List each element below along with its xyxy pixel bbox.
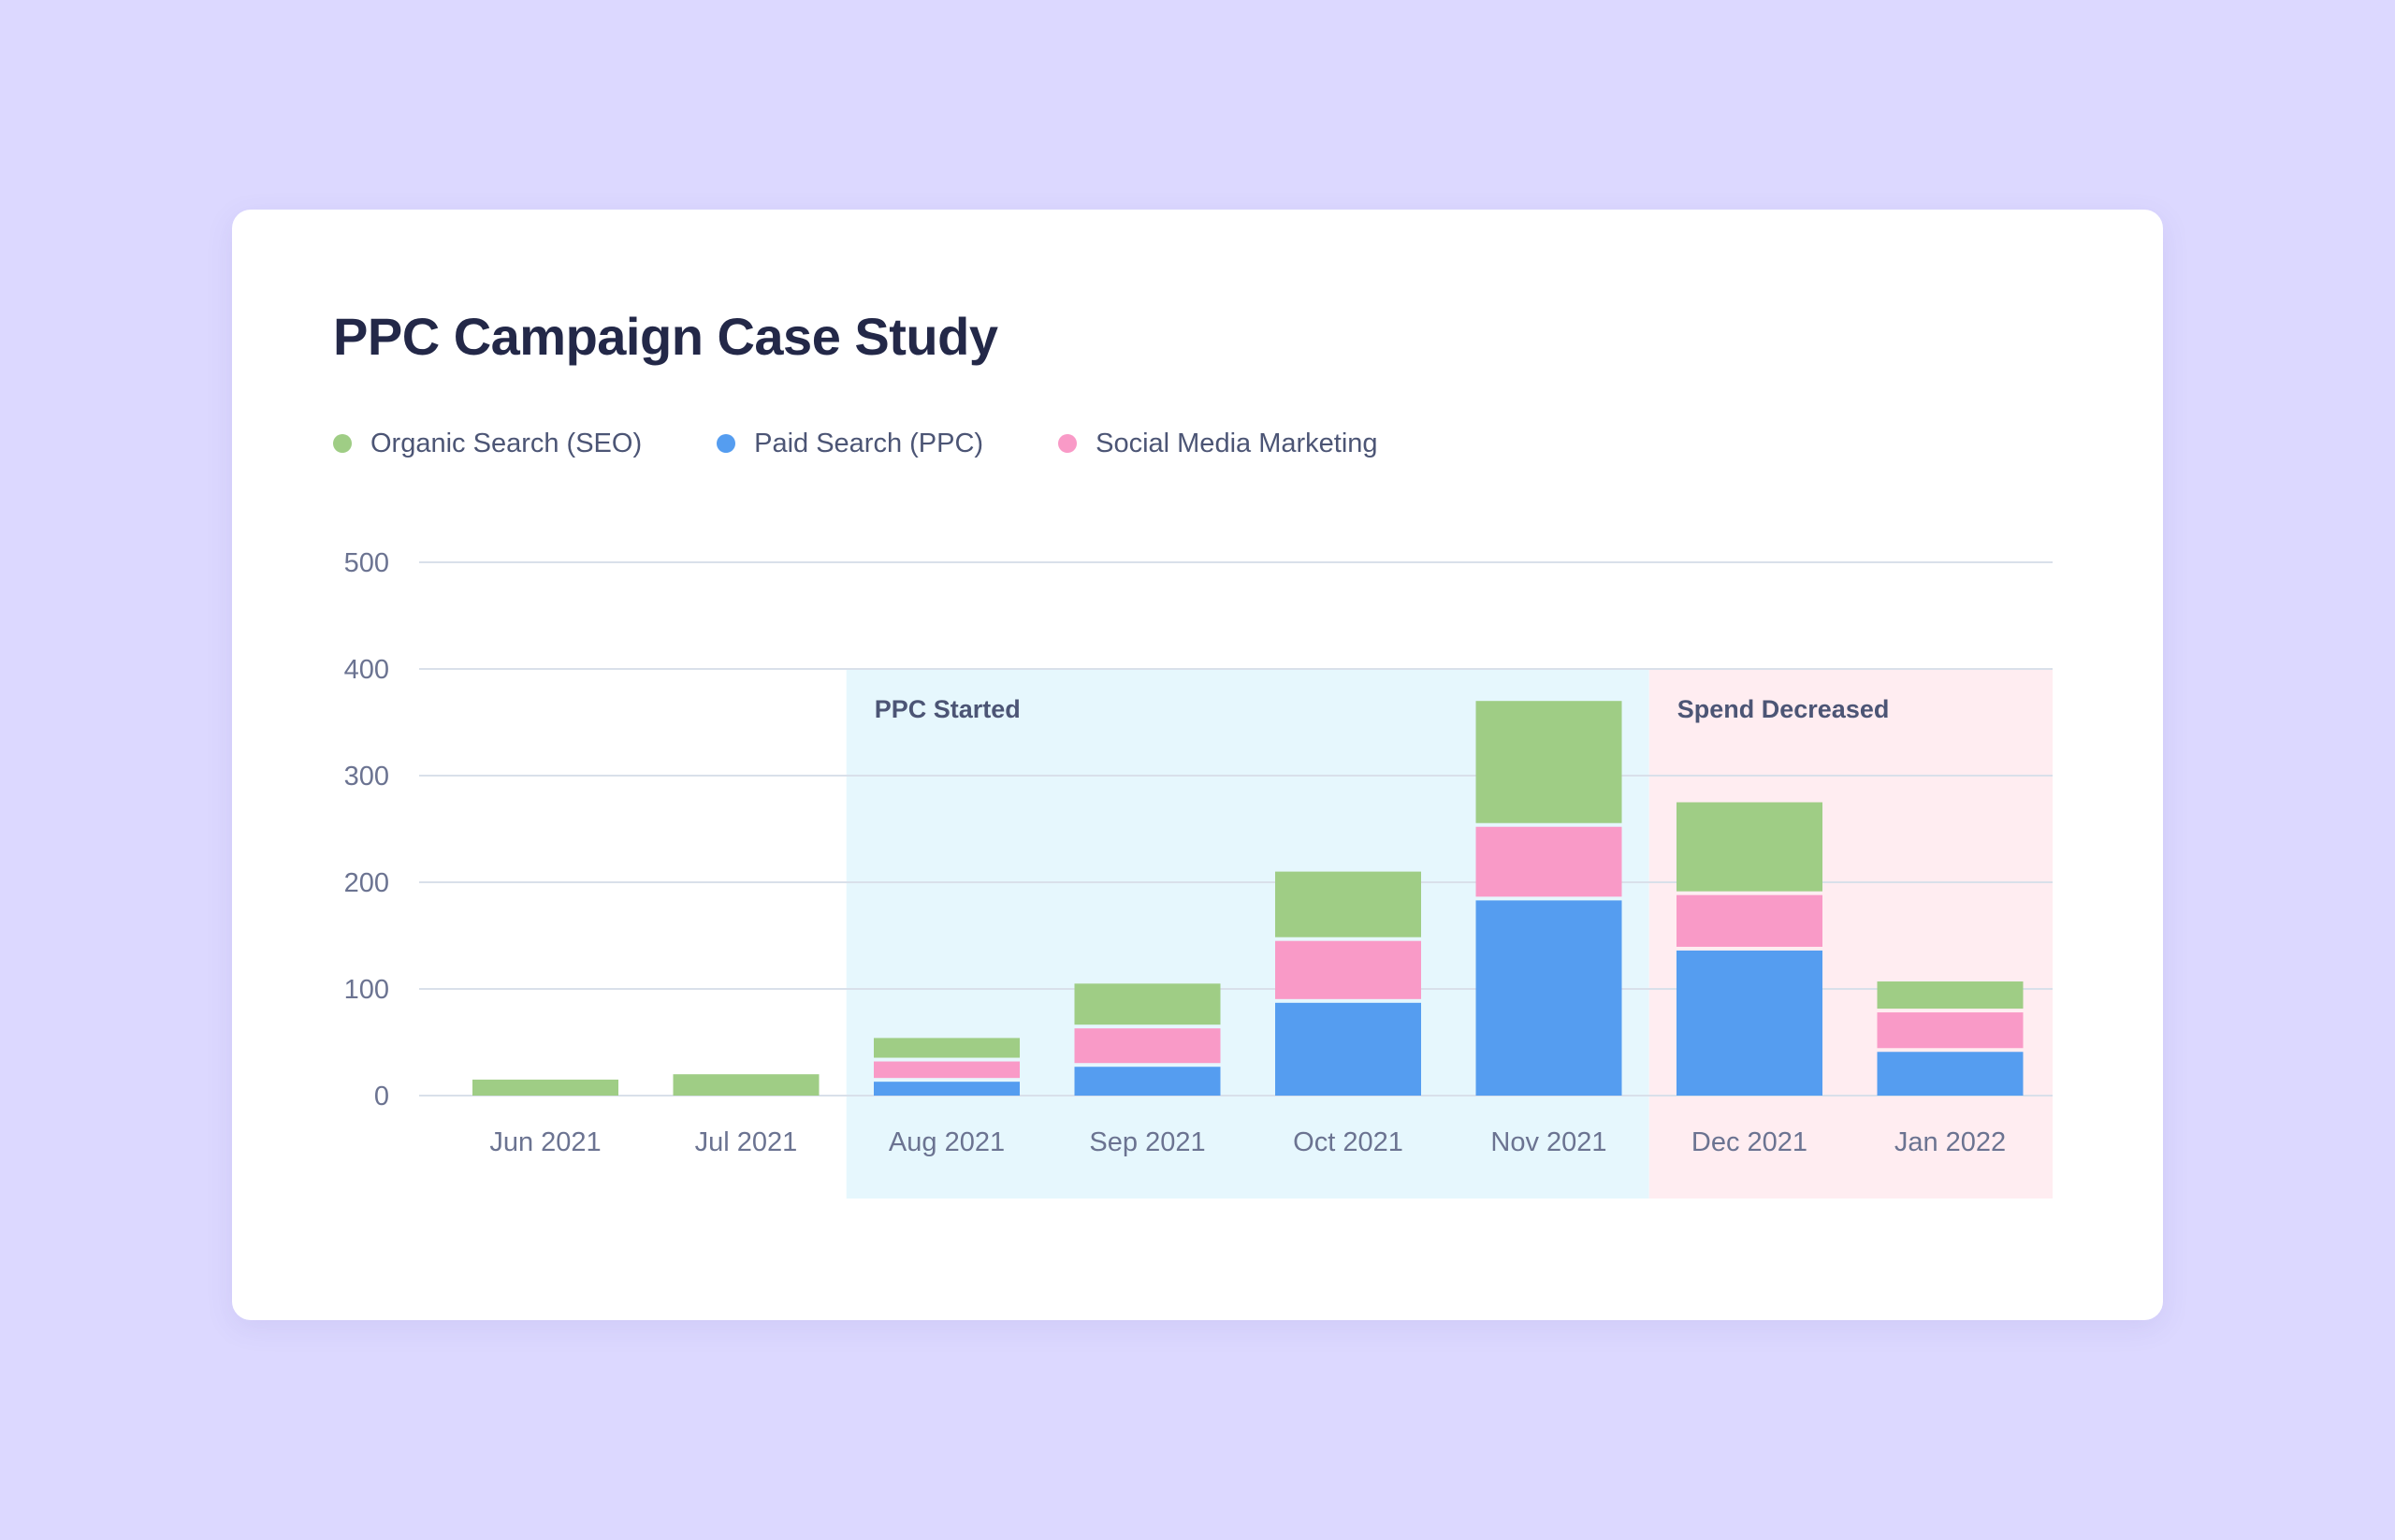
bar-segment-organic-search-seo-nov-2021 xyxy=(1475,701,1622,823)
x-tick-label: Sep 2021 xyxy=(1089,1127,1205,1157)
chart-card: PPC Campaign Case Study Organic Search (… xyxy=(232,210,2163,1320)
bar-segment-paid-search-ppc-dec-2021 xyxy=(1676,950,1822,1096)
x-tick-label: Jul 2021 xyxy=(695,1127,798,1157)
legend-label: Organic Search (SEO) xyxy=(370,428,643,458)
y-tick-label: 400 xyxy=(344,655,389,685)
chart-legend: Organic Search (SEO) Paid Search (PPC) Soc… xyxy=(333,425,1378,462)
x-tick-label: Jan 2022 xyxy=(1894,1127,2006,1157)
x-tick-label: Dec 2021 xyxy=(1691,1127,1807,1157)
legend-dot xyxy=(717,434,736,453)
y-tick-label: 500 xyxy=(344,548,389,578)
legend-item-organic-search-seo: Organic Search (SEO) xyxy=(333,429,642,459)
y-tick-label: 300 xyxy=(344,762,389,792)
legend-label: Social Media Marketing xyxy=(1096,428,1378,458)
y-tick-label: 200 xyxy=(344,868,389,898)
legend-item-social-media-marketing: Social Media Marketing xyxy=(1058,428,1378,459)
bar-segment-paid-search-ppc-aug-2021 xyxy=(874,1082,1020,1096)
legend-dot xyxy=(333,434,352,453)
bar-segment-organic-search-seo-jul-2021 xyxy=(673,1074,820,1096)
bar-segment-paid-search-ppc-nov-2021 xyxy=(1475,900,1622,1096)
bar-segment-organic-search-seo-dec-2021 xyxy=(1676,802,1822,892)
annotation-label-ppc-started: PPC Started xyxy=(875,695,1021,723)
x-tick-label: Jun 2021 xyxy=(489,1127,601,1157)
bar-segment-paid-search-ppc-jan-2022 xyxy=(1877,1052,2024,1096)
bar-segment-organic-search-seo-sep-2021 xyxy=(1074,983,1221,1025)
bar-segment-social-media-marketing-aug-2021 xyxy=(874,1061,1020,1079)
annotation-label-spend-decreased: Spend Decreased xyxy=(1677,695,1890,723)
y-tick-label: 0 xyxy=(374,1082,389,1111)
bar-segment-social-media-marketing-oct-2021 xyxy=(1275,940,1421,999)
x-tick-label: Nov 2021 xyxy=(1490,1127,1606,1157)
legend-item-paid-search-ppc: Paid Search (PPC) xyxy=(717,429,983,459)
x-tick-label: Oct 2021 xyxy=(1293,1127,1403,1157)
legend-dot xyxy=(1058,434,1078,453)
bar-segment-social-media-marketing-dec-2021 xyxy=(1676,894,1822,947)
bar-segment-organic-search-seo-jan-2022 xyxy=(1877,981,2024,1010)
x-tick-label: Aug 2021 xyxy=(889,1127,1005,1157)
stacked-bar-chart: 0 100 200 300 400 500 PPC Started Spend Decreas… xyxy=(344,548,2053,1199)
bar-segment-social-media-marketing-sep-2021 xyxy=(1074,1028,1221,1064)
bar-segment-organic-search-seo-jun-2021 xyxy=(472,1079,618,1096)
bar-segment-social-media-marketing-jan-2022 xyxy=(1877,1012,2024,1049)
bar-segment-paid-search-ppc-oct-2021 xyxy=(1275,1002,1421,1096)
legend-label: Paid Search (PPC) xyxy=(754,428,984,458)
bar-segment-organic-search-seo-aug-2021 xyxy=(874,1038,1020,1058)
bar-segment-paid-search-ppc-sep-2021 xyxy=(1074,1067,1221,1096)
bar-segment-social-media-marketing-nov-2021 xyxy=(1475,826,1622,897)
chart-title: PPC Campaign Case Study xyxy=(333,307,998,366)
bar-segment-organic-search-seo-oct-2021 xyxy=(1275,871,1421,937)
y-tick-label: 100 xyxy=(344,975,389,1005)
